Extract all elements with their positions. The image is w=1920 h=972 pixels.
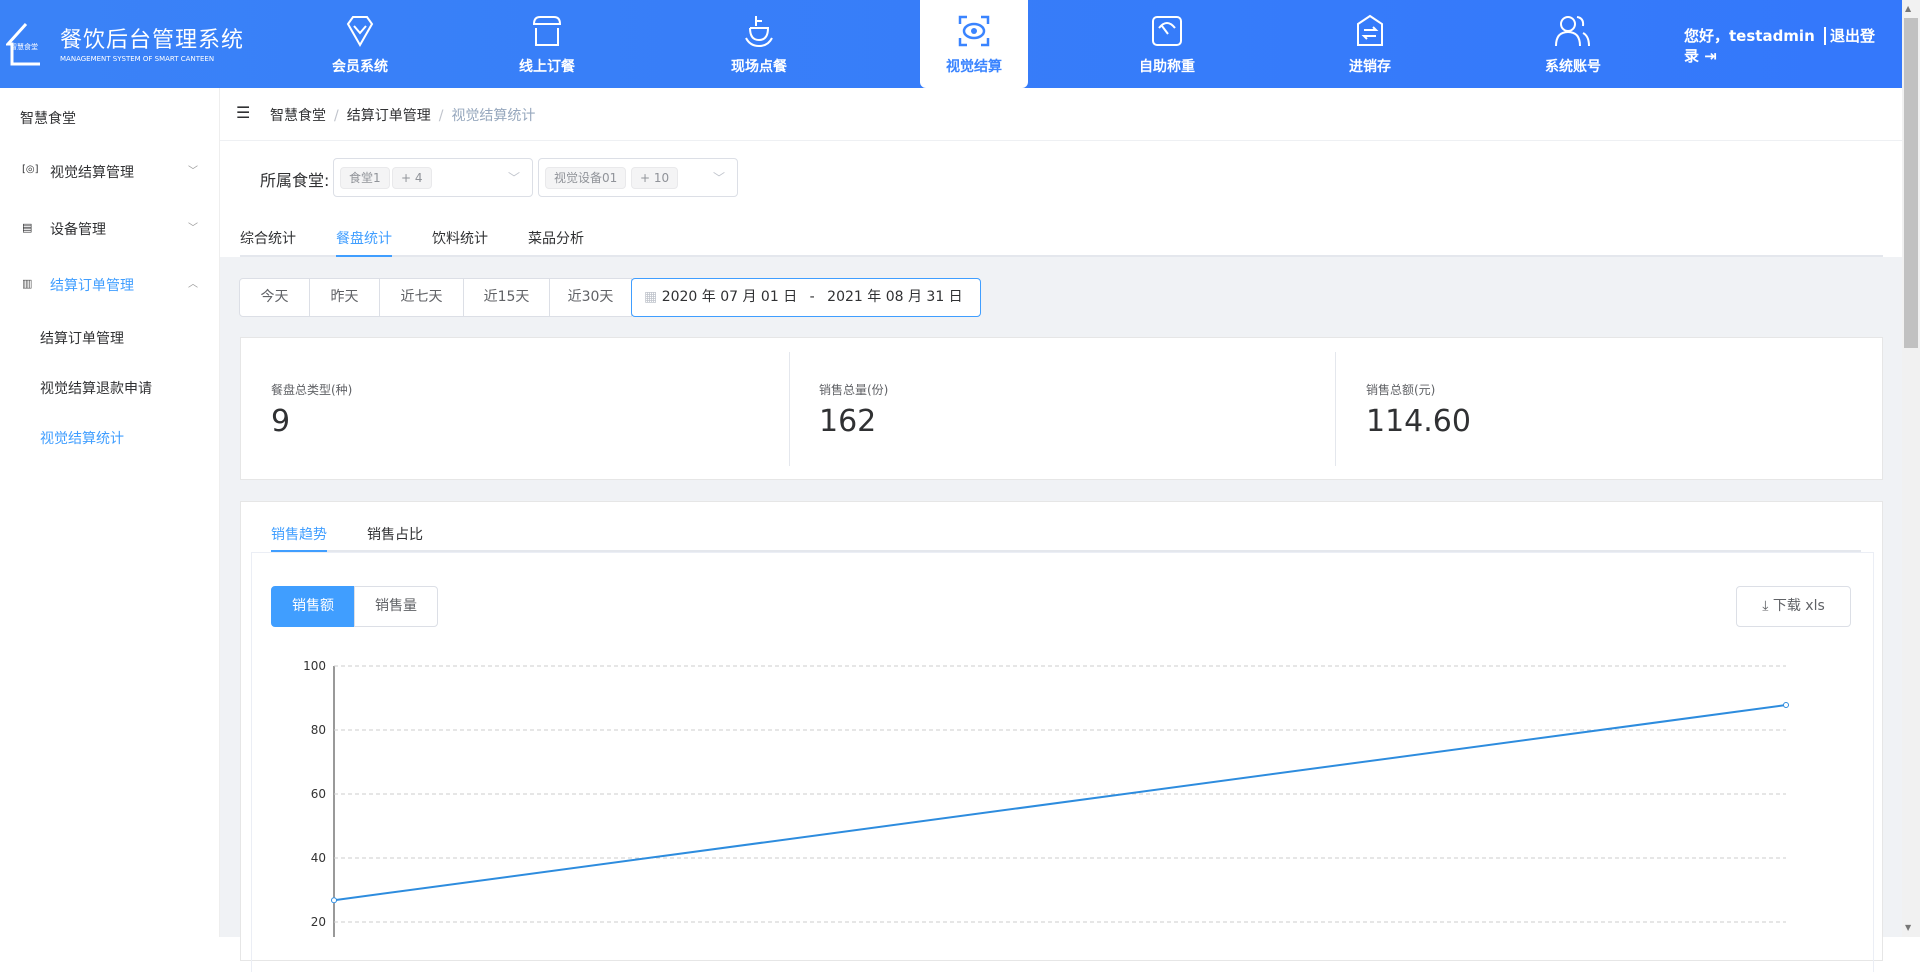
date-today-button[interactable]: 今天	[239, 278, 310, 317]
top-header: 智慧食堂 餐饮后台管理系统 MANAGEMENT SYSTEM OF SMART…	[0, 0, 1902, 88]
sidebar: 智慧食堂 [◎] 视觉结算管理 ﹀ ▤ 设备管理 ﹀ ▥ 结算订单管理 ︿ 结算订单管理 视…	[0, 88, 220, 937]
bowl-icon	[745, 16, 773, 48]
y-tick-label: 60	[311, 787, 326, 801]
metric-amount-button[interactable]: 销售额	[271, 586, 355, 627]
stat-label: 销售总量(份)	[819, 383, 889, 397]
chart-card: 销售趋势 销售占比 销售额 销售量 ⤓ 下载 xls	[240, 501, 1883, 972]
collapse-menu-icon[interactable]: ☰	[236, 103, 251, 122]
chevron-down-icon: ﹀	[188, 166, 198, 177]
stat-value: 162	[819, 404, 877, 439]
sidebar-item-refund[interactable]: 视觉结算退款申请	[40, 381, 152, 397]
nav-member-system[interactable]: 会员系统	[306, 0, 414, 88]
sidebar-title: 智慧食堂	[20, 111, 76, 127]
users-icon	[1555, 16, 1590, 47]
sidebar-item-settlement-order[interactable]: 结算订单管理	[40, 331, 124, 347]
download-xls-button[interactable]: ⤓ 下载 xls	[1736, 586, 1851, 627]
tab-plate[interactable]: 餐盘统计	[336, 231, 392, 247]
document-icon: ▥	[22, 277, 33, 290]
greeting: 您好，testadmin	[1684, 27, 1815, 45]
filter-label: 所属食堂:	[260, 171, 330, 190]
data-point	[331, 897, 337, 904]
tag: 视觉设备01	[545, 167, 627, 189]
chevron-down-icon: ﹀	[507, 171, 520, 185]
stats-card: 餐盘总类型(种) 9 销售总量(份) 162 销售总额(元) 114.60	[240, 337, 1883, 480]
app-title: 餐饮后台管理系统	[60, 28, 245, 53]
chevron-down-icon: ﹀	[188, 223, 198, 234]
sidebar-item-visual-stats[interactable]: 视觉结算统计	[40, 431, 124, 447]
breadcrumb: 智慧食堂 / 结算订单管理 / 视觉结算统计	[270, 108, 536, 124]
sidebar-group-device[interactable]: ▤ 设备管理 ﹀	[22, 221, 198, 238]
device-icon: ▤	[22, 221, 33, 234]
date-start: 2020 年 07 月 01 日	[661, 289, 798, 305]
metric-quantity-button[interactable]: 销售量	[354, 586, 438, 627]
data-point	[1783, 702, 1789, 709]
y-tick-label: 20	[311, 915, 326, 929]
series-line	[333, 704, 1787, 902]
diamond-check-icon	[346, 16, 374, 48]
nav-visual-checkout[interactable]: 视觉结算	[920, 0, 1028, 88]
device-select[interactable]: 视觉设备01 + 10 ﹀	[538, 158, 738, 197]
nav-inventory[interactable]: 进销存	[1316, 0, 1424, 88]
chevron-up-icon: ︿	[188, 279, 198, 290]
nav-self-weigh[interactable]: 自助称重	[1113, 0, 1221, 88]
tag: + 4	[392, 167, 432, 189]
logo-icon	[6, 22, 40, 66]
canteen-select[interactable]: 食堂1 + 4 ﹀	[333, 158, 533, 197]
y-tick-label: 80	[311, 723, 326, 737]
main-content: ☰ 智慧食堂 / 结算订单管理 / 视觉结算统计 所属食堂: 食堂1 + 4 ﹀ 视觉设…	[220, 88, 1902, 972]
y-tick-label: 100	[303, 659, 326, 673]
y-tick-label: 40	[311, 851, 326, 865]
calendar-icon: ▦	[644, 289, 658, 305]
date-15days-button[interactable]: 近15天	[463, 278, 550, 317]
user-area: 您好，testadmin 退出登录 ⇥	[1684, 26, 1884, 66]
logout-link[interactable]: 退出登录	[1684, 27, 1876, 65]
logo-badge: 智慧食堂	[10, 43, 38, 51]
nav-system-account[interactable]: 系统账号	[1519, 0, 1627, 88]
tab-overall[interactable]: 综合统计	[240, 231, 296, 247]
nav-online-order[interactable]: 线上订餐	[493, 0, 601, 88]
breadcrumb-item[interactable]: 结算订单管理	[346, 108, 431, 124]
date-end: 2021 年 08 月 31 日	[827, 289, 963, 305]
download-icon: ⤓	[1762, 598, 1773, 614]
chevron-down-icon: ﹀	[712, 171, 725, 185]
app-subtitle: MANAGEMENT SYSTEM OF SMART CANTEEN	[60, 55, 215, 63]
tag: + 10	[631, 167, 679, 189]
logout-icon: ⇥	[1704, 47, 1717, 65]
tab-dish[interactable]: 菜品分析	[528, 231, 584, 247]
tag: 食堂1	[340, 167, 390, 189]
sidebar-group-visual-checkout[interactable]: [◎] 视觉结算管理 ﹀	[22, 164, 198, 181]
breadcrumb-item[interactable]: 智慧食堂	[270, 108, 326, 124]
stat-value: 9	[271, 404, 291, 439]
chart-tab-trend[interactable]: 销售趋势	[271, 527, 327, 543]
breadcrumb-current: 视觉结算统计	[451, 108, 536, 124]
exchange-icon	[1357, 14, 1383, 46]
sales-trend-chart: 100 80 60 40 20	[303, 659, 1789, 937]
date-yesterday-button[interactable]: 昨天	[309, 278, 380, 317]
tab-drink[interactable]: 饮料统计	[432, 231, 488, 247]
eye-scan-icon	[958, 15, 990, 47]
stat-label: 销售总额(元)	[1366, 383, 1436, 397]
stats-area: 今天 昨天 近七天 近15天 近30天 ▦ 2020 年 07 月 01 日 -…	[220, 257, 1902, 972]
scale-icon	[1152, 16, 1182, 46]
stat-label: 餐盘总类型(种)	[271, 383, 353, 397]
nav-onsite-order[interactable]: 现场点餐	[705, 0, 813, 88]
date-30days-button[interactable]: 近30天	[549, 278, 632, 317]
date-range-picker[interactable]: ▦ 2020 年 07 月 01 日 - 2021 年 08 月 31 日	[631, 278, 981, 317]
store-icon	[532, 16, 562, 46]
sidebar-group-settlement-order[interactable]: ▥ 结算订单管理 ︿	[22, 277, 198, 294]
date-7days-button[interactable]: 近七天	[379, 278, 464, 317]
scrollbar[interactable]: ▲ ▼	[1902, 0, 1920, 937]
scan-icon: [◎]	[22, 164, 39, 175]
stat-value: 114.60	[1366, 404, 1471, 439]
chart-tab-share[interactable]: 销售占比	[367, 527, 423, 543]
